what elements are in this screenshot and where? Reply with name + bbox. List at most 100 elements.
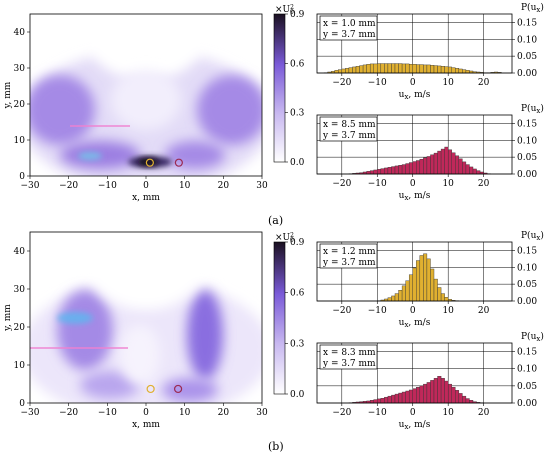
x-tick-label: 10 [442,78,454,88]
x-tick-label: −30 [21,408,40,418]
y-tick-label: 0 [19,172,25,182]
x-tick-label: −20 [59,181,78,191]
histogram-bar [437,287,442,302]
histogram-bar [405,63,410,74]
histogram-bar [384,167,389,175]
x-tick-label: 0 [410,179,416,189]
histogram-bar [419,255,424,302]
probe-y-text: y = 3.7 mm [322,131,376,141]
histogram-bar [412,388,417,404]
histogram-bar [469,400,474,404]
histogram-bar [338,69,343,74]
x-tick-label: −10 [98,181,117,191]
probe-x-text: x = 8.3 mm [323,348,376,358]
x-tick-label: 10 [442,306,454,316]
x-tick-label: −20 [59,408,78,418]
x-tick-label: 20 [478,408,490,418]
x-tick-label: 20 [218,408,230,418]
histogram-bar [408,274,413,302]
histogram-bar [405,280,410,302]
colorbar-tick-label: 0.9 [290,238,305,248]
histogram-bar [455,68,460,74]
y-tick-label: 0.05 [517,52,537,62]
histogram-bar [419,158,424,175]
x-tick-label: −30 [21,181,40,191]
y-tick-label: 0.05 [517,280,537,290]
histogram-bar [398,290,403,302]
y-tick-label: 0.00 [517,399,537,409]
probe-y-text: y = 3.7 mm [322,30,376,40]
colorbar-a-label: ×U2 0 [275,4,294,16]
x-tick-label: −10 [368,408,387,418]
colorbar-tick-label: 0.0 [290,158,305,168]
histogram-bar [398,63,403,74]
histogram-bar [391,63,396,74]
histogram-bar [447,149,452,175]
histogram-bar [387,167,392,175]
y-axis-label: P(ux) [521,331,544,343]
histogram-bar [373,169,378,175]
x-tick-label: 20 [478,306,490,316]
x-tick-label: −10 [368,78,387,88]
x-tick-label: −10 [98,408,117,418]
histogram-bar [423,157,428,175]
probe-x-text: x = 1.0 mm [323,19,376,29]
y-axis-label: P(ux) [521,230,544,242]
histogram-bar [458,68,463,74]
probe-info-box [319,344,378,370]
histogram-bar [455,155,460,175]
caption-a: (a) [268,214,284,227]
x-tick-label: 0 [143,408,149,418]
histogram-bar [412,64,417,74]
histogram-bar [391,394,396,404]
histogram-bar [426,258,431,302]
histogram-bar [430,380,435,404]
histogram-bar [408,64,413,74]
histogram-bar [416,64,421,74]
y-axis-label: y, mm [3,81,13,109]
histogram-bar [416,160,421,175]
y-tick-label: 40 [14,28,26,38]
histogram-bar [419,64,424,74]
probe-y-text: y = 3.7 mm [322,258,376,268]
probe-marker [174,158,183,167]
histogram-bar [465,70,470,74]
histogram-bar [462,161,467,175]
probe-x-text: x = 1.2 mm [323,247,376,257]
histogram-bar [352,66,357,74]
histogram-bar [377,63,382,74]
x-axis-label: x, mm [132,193,160,203]
histogram-bar [394,63,399,74]
y-tick-label: 0.10 [517,263,537,273]
histogram-bar [341,68,346,74]
histogram-bar [401,391,406,404]
x-axis-label: ux, m/s [399,90,431,101]
histogram-bar [462,395,467,404]
histogram-bar [369,63,374,74]
histogram-bar [437,65,442,74]
histogram-bar [458,393,463,404]
y-tick-label: 0.15 [517,18,537,28]
y-tick-label: 0.15 [517,246,537,256]
x-tick-label: 0 [410,78,416,88]
histogram-bar [437,376,442,404]
histogram-bar [366,64,371,74]
heatmap-b: −30 −20 −10 0 10 20 30 0 10 20 30 40 x, mm y, mm [3,231,268,430]
histogram-bar [401,63,406,74]
histogram-bar [394,293,399,302]
histogram-bar [405,163,410,175]
y-tick-label: 10 [14,136,26,146]
histogram-bar [412,161,417,175]
x-tick-label: −20 [332,179,351,189]
histogram-bar [444,297,449,302]
y-tick-label: 40 [14,247,26,257]
x-tick-label: −20 [332,408,351,418]
histogram-bar [433,278,438,302]
histogram-bar [469,166,474,175]
histogram-bar [423,253,428,302]
histogram-bar [334,70,339,74]
histogram-bar [355,66,360,74]
histogram-bar [377,398,382,404]
y-axis-label: y, mm [3,304,13,332]
